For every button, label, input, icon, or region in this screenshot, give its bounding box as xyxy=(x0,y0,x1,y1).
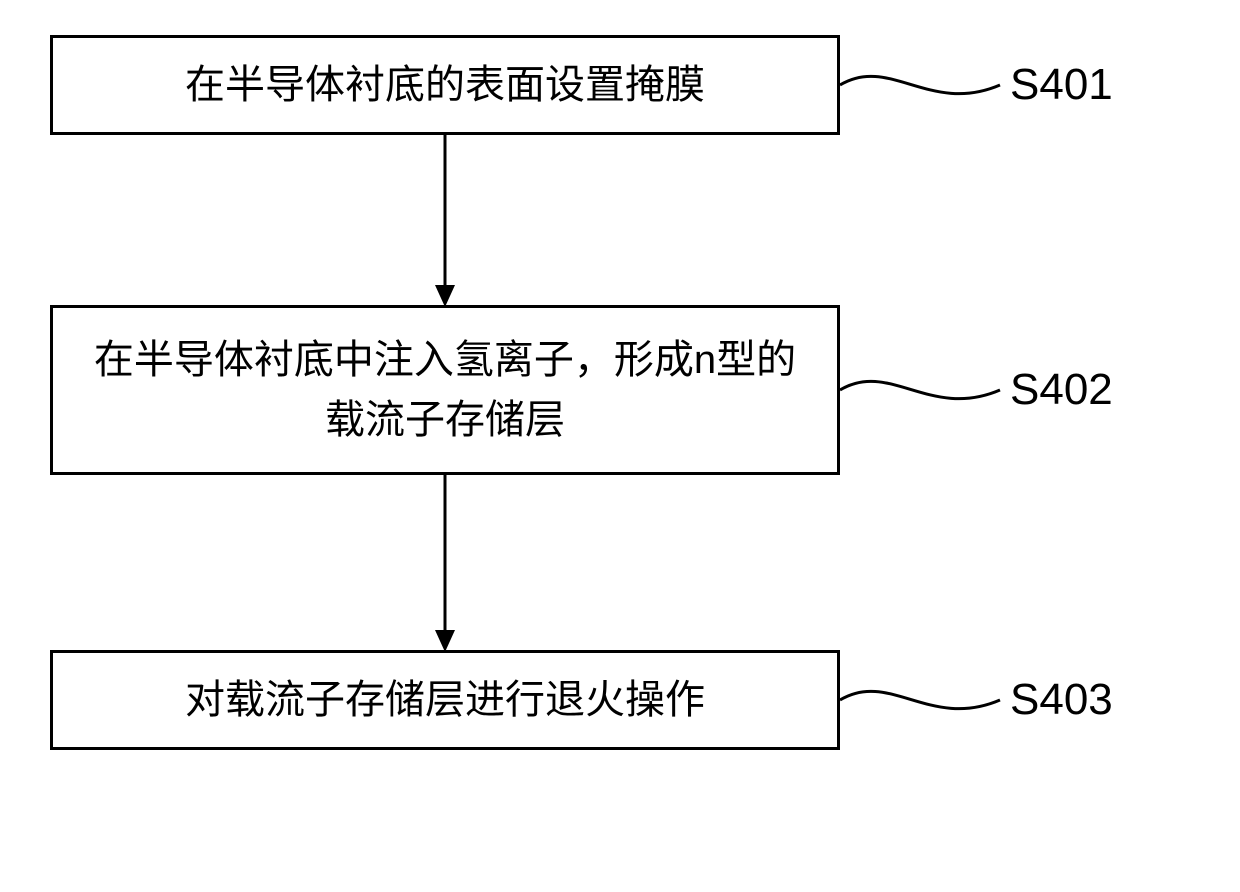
connector-s401 xyxy=(840,55,1010,115)
step-s401-text: 在半导体衬底的表面设置掩膜 xyxy=(185,55,705,115)
step-s403-label: S403 xyxy=(1010,675,1113,725)
step-s402-box: 在半导体衬底中注入氢离子，形成n型的载流子存储层 xyxy=(50,305,840,475)
step-s402-text: 在半导体衬底中注入氢离子，形成n型的载流子存储层 xyxy=(78,330,812,450)
connector-s403 xyxy=(840,670,1010,730)
step-s403-box: 对载流子存储层进行退火操作 xyxy=(50,650,840,750)
step-s401-box: 在半导体衬底的表面设置掩膜 xyxy=(50,35,840,135)
step-s403-text: 对载流子存储层进行退火操作 xyxy=(185,670,705,730)
step-s401-label: S401 xyxy=(1010,60,1113,110)
arrow-1 xyxy=(430,135,460,310)
arrow-2 xyxy=(430,475,460,655)
step-s402-label: S402 xyxy=(1010,365,1113,415)
connector-s402 xyxy=(840,360,1010,420)
